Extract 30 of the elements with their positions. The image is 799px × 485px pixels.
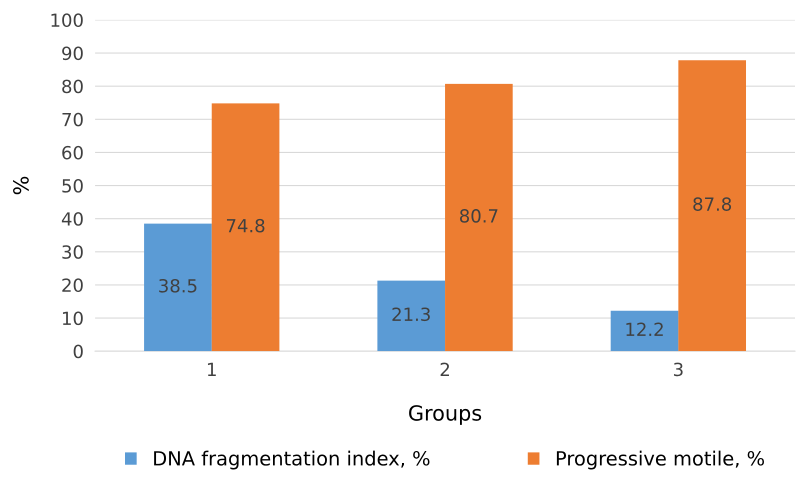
bar — [212, 103, 280, 352]
y-tick-label: 30 — [62, 245, 83, 259]
bar — [610, 310, 678, 352]
data-label: 80.7 — [460, 209, 498, 223]
y-tick-label: 40 — [62, 212, 83, 226]
y-tick-label: 10 — [62, 311, 83, 326]
data-label: 38.5 — [159, 278, 196, 293]
y-tick-label: 0 — [74, 344, 83, 358]
bar — [678, 60, 746, 352]
y-tick-label: 70 — [62, 112, 83, 126]
legend-label: Progressive motile, % — [556, 450, 764, 470]
x-tick-label: 1 — [208, 362, 216, 376]
y-axis-title: % — [13, 176, 29, 194]
data-label: 12.2 — [626, 322, 663, 336]
x-tick-label: 2 — [440, 362, 449, 376]
y-tick-label: 80 — [62, 80, 83, 94]
y-tick-label: 90 — [62, 46, 83, 60]
data-label: 87.8 — [693, 197, 732, 211]
bar — [377, 280, 446, 352]
data-label: 21.3 — [392, 307, 430, 322]
y-tick-label: 60 — [62, 146, 83, 160]
y-tick-label: 20 — [62, 278, 83, 292]
x-tick-label: 3 — [674, 362, 683, 376]
bar — [445, 84, 513, 352]
bar — [144, 224, 212, 352]
x-axis-title: Groups — [409, 405, 482, 425]
y-tick-label: 100 — [51, 13, 83, 27]
legend-label: DNA fragmentation index, % — [154, 450, 430, 470]
data-label: 74.8 — [226, 218, 264, 232]
y-tick-label: 50 — [62, 178, 83, 193]
